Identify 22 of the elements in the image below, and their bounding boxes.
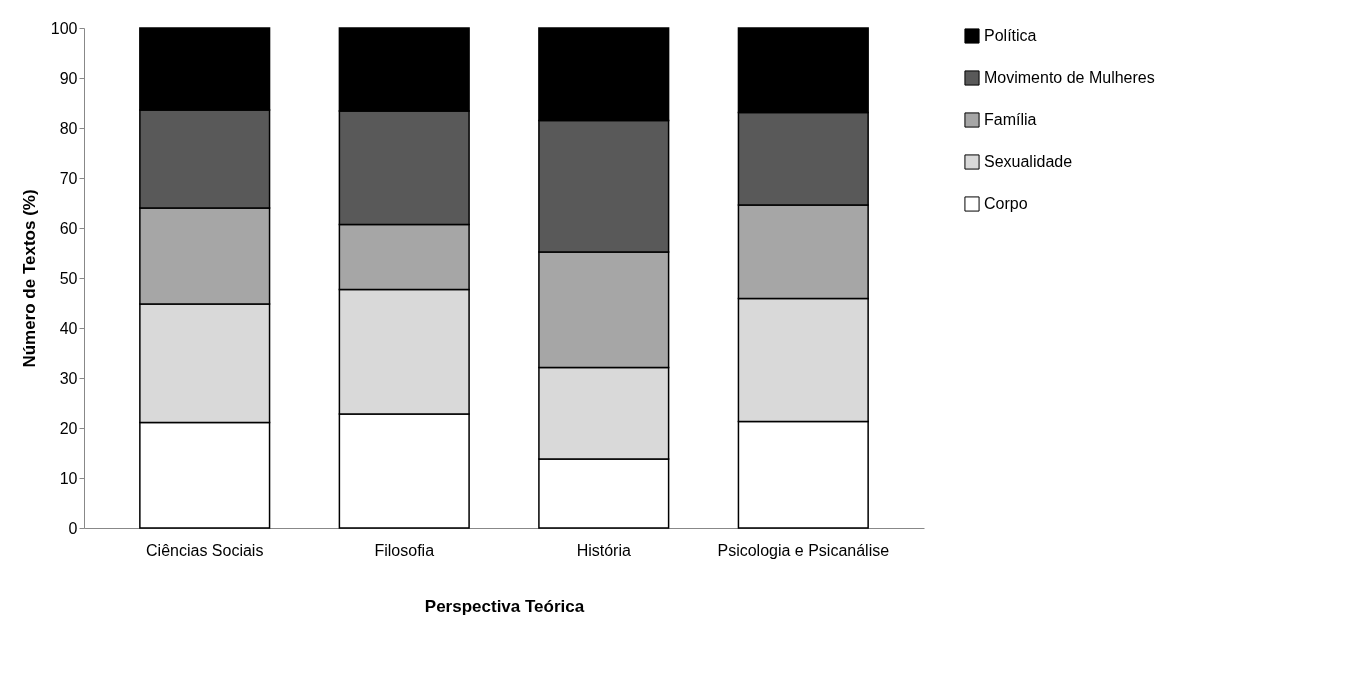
y-tick-label: 80 [59, 119, 78, 137]
x-tick-label: Filosofia [374, 541, 435, 559]
y-tick-label: 30 [59, 369, 78, 387]
y-tick-label: 10 [59, 469, 78, 487]
x-tick-label: Psicologia e Psicanálise [717, 541, 890, 559]
legend-label: Corpo [984, 195, 1028, 212]
legend-label: Política [984, 27, 1037, 44]
x-tick-label: Ciências Sociais [146, 541, 264, 559]
legend-label: Movimento de Mulheres [984, 69, 1155, 86]
y-tick-label: 20 [59, 419, 78, 437]
y-tick-label: 60 [59, 219, 78, 237]
x-tick-label: História [576, 541, 631, 559]
y-tick-label: 90 [59, 69, 78, 87]
y-axis-title: Número de Textos (%) [19, 189, 39, 368]
y-tick-label: 50 [59, 269, 78, 287]
y-tick-label: 100 [50, 19, 78, 37]
x-axis-title: Perspectiva Teórica [424, 596, 585, 616]
y-tick-label: 70 [59, 169, 78, 187]
legend-label: Família [984, 111, 1037, 128]
y-tick-label: 40 [59, 319, 78, 337]
legend-label: Sexualidade [984, 153, 1073, 170]
y-tick-label: 0 [68, 519, 78, 537]
